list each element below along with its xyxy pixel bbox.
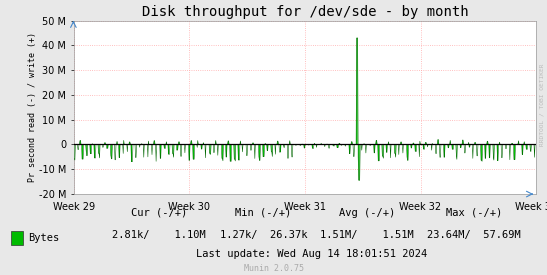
Text: 1.51M/    1.51M: 1.51M/ 1.51M — [321, 230, 414, 240]
Text: Max (-/+): Max (-/+) — [446, 208, 502, 218]
Text: 2.81k/    1.10M: 2.81k/ 1.10M — [113, 230, 206, 240]
Y-axis label: Pr second read (-) / write (+): Pr second read (-) / write (+) — [28, 32, 37, 182]
Text: 1.27k/  26.37k: 1.27k/ 26.37k — [219, 230, 307, 240]
Text: 23.64M/  57.69M: 23.64M/ 57.69M — [427, 230, 521, 240]
Text: Bytes: Bytes — [28, 233, 60, 243]
Text: RRDTOOL / TOBI OETIKER: RRDTOOL / TOBI OETIKER — [539, 63, 544, 146]
Text: Avg (-/+): Avg (-/+) — [339, 208, 395, 218]
Text: Last update: Wed Aug 14 18:01:51 2024: Last update: Wed Aug 14 18:01:51 2024 — [196, 249, 427, 259]
Text: Min (-/+): Min (-/+) — [235, 208, 292, 218]
Title: Disk throughput for /dev/sde - by month: Disk throughput for /dev/sde - by month — [142, 6, 468, 20]
Text: Cur (-/+): Cur (-/+) — [131, 208, 188, 218]
Text: Munin 2.0.75: Munin 2.0.75 — [243, 264, 304, 273]
